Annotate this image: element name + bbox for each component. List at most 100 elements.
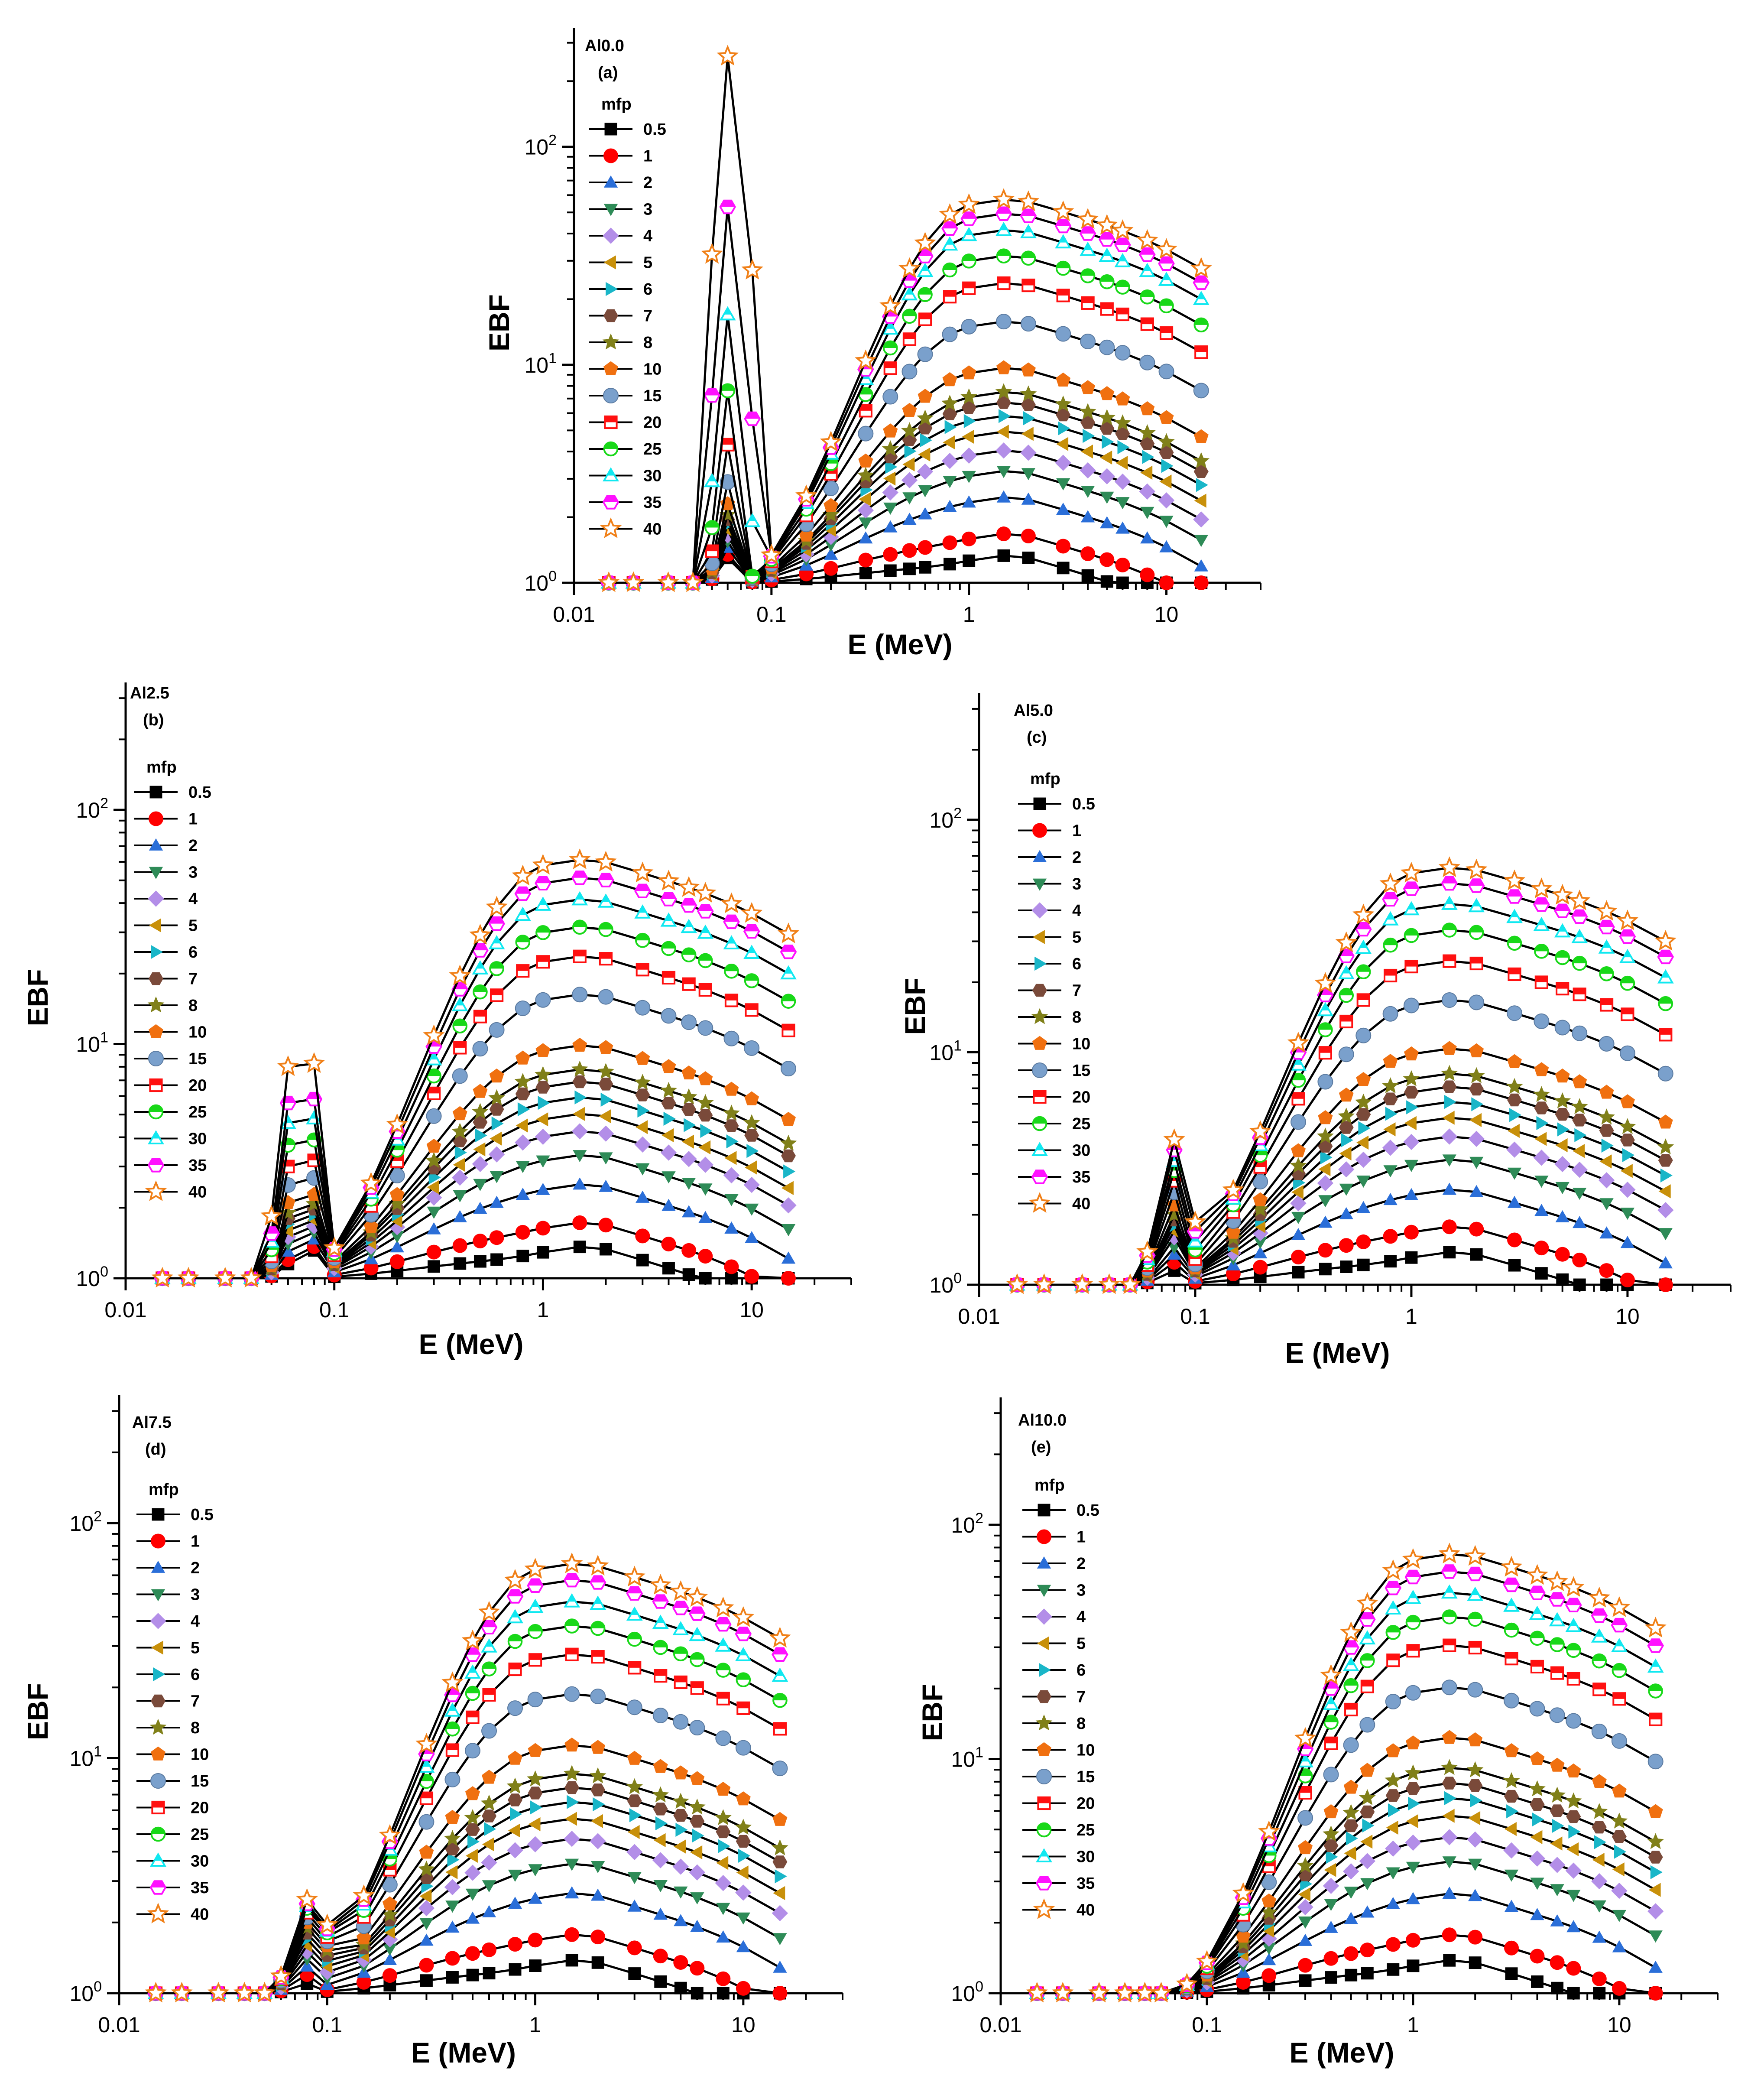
data-point: [904, 444, 917, 458]
data-point: [902, 457, 915, 471]
data-point: [1533, 1086, 1550, 1102]
data-point: [918, 422, 933, 435]
data-point: [635, 1051, 650, 1065]
data-point: [514, 1073, 532, 1089]
data-point: [1555, 1138, 1568, 1153]
data-point: [1055, 455, 1071, 471]
data-point: [773, 1933, 787, 1946]
legend-label: 0.5: [188, 783, 211, 802]
legend-label: 7: [1072, 982, 1081, 1000]
data-point: [1115, 557, 1130, 572]
data-point: [1591, 1723, 1607, 1739]
data-point: [1193, 465, 1209, 478]
data-point: [682, 1268, 695, 1281]
data-point: [775, 1869, 787, 1884]
data-point: [1532, 1812, 1544, 1827]
data-point: [571, 1123, 588, 1140]
data-point: [1388, 1803, 1400, 1818]
data-point: [1116, 576, 1129, 589]
legend-marker: [1033, 1898, 1055, 1919]
data-point: [780, 1061, 796, 1077]
data-point: [1503, 869, 1526, 890]
legend-label: 35: [1077, 1874, 1095, 1893]
x-axis-title: E (MeV): [418, 1328, 523, 1360]
data-point: [690, 1771, 705, 1785]
data-point: [473, 1116, 488, 1129]
legend-label: 6: [191, 1666, 200, 1684]
data-point: [1572, 1252, 1587, 1267]
data-point: [427, 1222, 441, 1234]
data-point: [277, 1055, 299, 1076]
legend-marker: [149, 918, 161, 932]
data-point: [1339, 1207, 1353, 1219]
legend-label: 6: [1077, 1661, 1086, 1679]
data-point: [735, 1740, 751, 1756]
data-point: [1469, 1185, 1484, 1197]
data-point: [356, 1930, 371, 1945]
data-point: [1594, 1835, 1606, 1849]
panel-label: (d): [145, 1440, 166, 1459]
legend-label: 20: [1077, 1795, 1095, 1813]
data-point: [1184, 1210, 1206, 1231]
data-point: [1159, 540, 1174, 552]
data-point: [1190, 257, 1212, 278]
data-point: [697, 1156, 713, 1173]
data-point: [383, 1925, 395, 1939]
data-point: [488, 1089, 505, 1105]
data-point: [1359, 1853, 1375, 1869]
data-point: [652, 1852, 669, 1868]
data-point: [712, 1596, 734, 1618]
data-point: [1469, 1156, 1484, 1169]
data-point: [1612, 1940, 1627, 1952]
data-point: [465, 1888, 480, 1901]
data-point: [447, 1852, 460, 1867]
data-point: [1599, 1154, 1612, 1169]
data-point: [589, 1767, 606, 1783]
data-point: [652, 1707, 668, 1723]
legend-marker: [149, 1024, 163, 1038]
data-point: [858, 453, 873, 468]
data-point: [1551, 1982, 1564, 1995]
data-point: [1298, 1933, 1313, 1946]
data-point: [673, 1714, 689, 1730]
data-point: [428, 1260, 441, 1273]
data-point: [824, 498, 838, 512]
data-point: [564, 1781, 580, 1794]
data-point: [382, 1896, 397, 1910]
legend-label: 3: [188, 864, 198, 882]
data-point: [1591, 1803, 1608, 1819]
data-point: [1253, 1192, 1268, 1206]
data-point: [1504, 1743, 1519, 1757]
legend-marker: [604, 123, 617, 136]
data-point: [1566, 1763, 1581, 1778]
data-point: [958, 193, 980, 214]
data-point: [1572, 1114, 1587, 1127]
data-point: [1386, 1820, 1398, 1835]
data-point: [1620, 1208, 1635, 1220]
data-point: [303, 1052, 325, 1073]
data-point: [673, 1955, 688, 1970]
data-point: [1249, 1120, 1271, 1141]
data-point: [1023, 411, 1035, 426]
data-point: [524, 1558, 546, 1579]
data-point: [1531, 1975, 1544, 1988]
data-point: [780, 1197, 797, 1214]
data-point: [769, 1627, 791, 1648]
data-point: [882, 440, 899, 456]
data-point: [446, 1971, 459, 1984]
data-point: [598, 1078, 613, 1091]
data-point: [636, 1190, 650, 1203]
data-point: [1650, 1865, 1663, 1879]
data-point: [688, 1798, 706, 1815]
data-point: [444, 1830, 461, 1846]
data-point: [1550, 1804, 1565, 1817]
data-point: [996, 360, 1011, 374]
data-point: [1468, 1067, 1485, 1083]
data-point: [1138, 424, 1156, 440]
data-point: [528, 1933, 543, 1948]
data-point: [963, 414, 976, 428]
legend-title: mfp: [1034, 1476, 1065, 1494]
data-point: [473, 1202, 487, 1214]
data-point: [1405, 1685, 1421, 1701]
